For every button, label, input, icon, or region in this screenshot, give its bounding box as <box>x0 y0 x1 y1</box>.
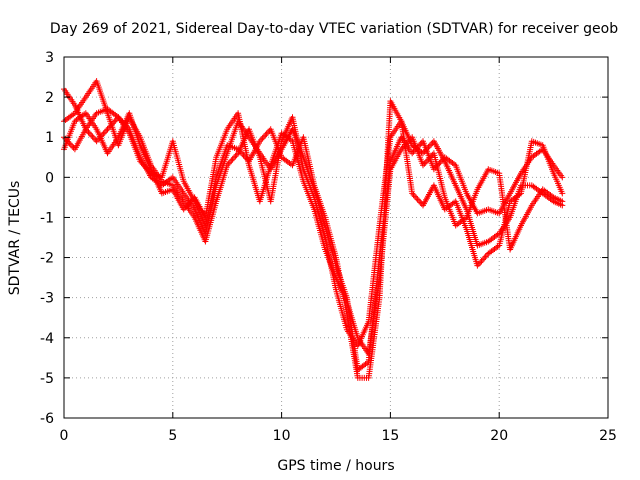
data-point-marker <box>428 141 435 148</box>
data-point-marker <box>417 141 424 148</box>
data-point-marker <box>417 199 424 206</box>
data-point-marker <box>88 132 95 139</box>
y-tick-label: 0 <box>45 170 54 186</box>
data-point-marker <box>231 154 237 161</box>
y-tick-label: -6 <box>40 411 54 427</box>
y-tick-label: -2 <box>40 251 54 267</box>
data-point-marker <box>89 133 96 140</box>
data-point-marker <box>265 129 271 136</box>
data-points <box>61 78 566 381</box>
data-point-marker <box>559 190 566 197</box>
x-axis-label: GPS time / hours <box>277 458 394 474</box>
y-tick-label: -5 <box>40 371 54 387</box>
data-point-marker <box>262 132 269 139</box>
axis-ticks: 0 5 10 15 20 25 -6 -5 -4 -3 -2 -1 0 1 2 3 <box>40 50 617 444</box>
data-point-marker <box>411 193 418 200</box>
x-tick-label: 20 <box>490 428 508 444</box>
y-axis-label: SDTVAR / TECUs <box>7 181 23 296</box>
x-tick-label: 0 <box>60 428 69 444</box>
data-point-marker <box>559 174 566 181</box>
y-tick-label: 3 <box>45 50 54 66</box>
data-point-marker <box>85 129 92 136</box>
x-tick-label: 15 <box>381 428 399 444</box>
plot-frame <box>63 56 609 419</box>
data-point-marker <box>101 129 108 136</box>
data-point-marker <box>93 138 100 145</box>
data-point-marker <box>229 156 236 163</box>
data-point-marker <box>414 196 421 203</box>
data-point-marker <box>559 198 566 205</box>
data-point-marker <box>232 153 239 160</box>
x-tick-label: 5 <box>168 428 177 444</box>
y-tick-label: 1 <box>45 130 54 146</box>
data-point-marker <box>228 157 235 164</box>
data-point-marker <box>477 259 484 266</box>
data-point-marker <box>67 141 74 148</box>
data-point-marker <box>413 194 420 201</box>
x-tick-label: 25 <box>599 428 617 444</box>
data-point-marker <box>103 127 110 134</box>
y-tick-label: -3 <box>40 291 54 307</box>
y-tick-label: -4 <box>40 331 54 347</box>
data-point-marker <box>260 133 267 140</box>
series-track-4 <box>61 110 566 357</box>
data-point-marker <box>416 197 422 204</box>
data-point-marker <box>112 117 119 124</box>
data-point-marker <box>90 135 97 142</box>
y-tick-label: -1 <box>40 210 54 226</box>
y-tick-label: 2 <box>45 90 54 106</box>
x-tick-label: 10 <box>273 428 291 444</box>
grid <box>64 57 608 418</box>
data-point-marker <box>422 159 429 166</box>
data-point-marker <box>86 130 93 137</box>
chart-title: Day 269 of 2021, Sidereal Day-to-day VTE… <box>50 21 618 37</box>
data-point-marker <box>481 255 488 262</box>
data-point-marker <box>259 135 266 142</box>
series-track-2 <box>61 98 566 381</box>
data-point-marker <box>226 159 233 166</box>
